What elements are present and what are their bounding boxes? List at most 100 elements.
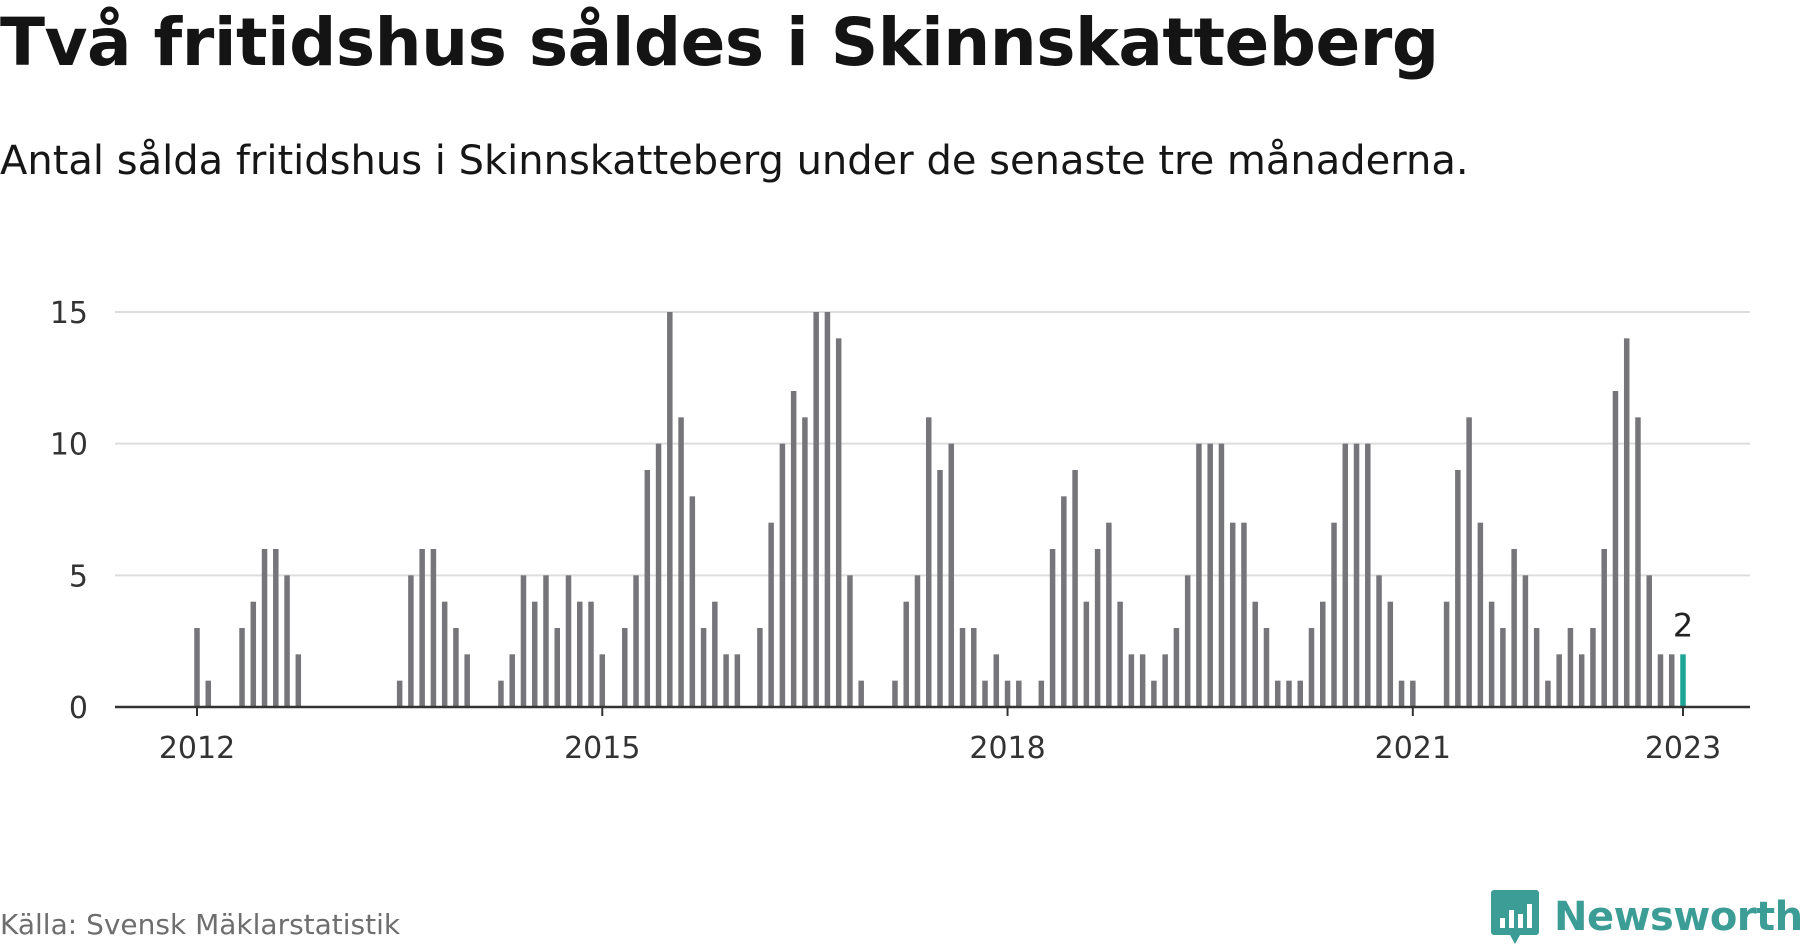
brand-logo: Newsworthy	[1490, 888, 1800, 946]
bar	[1151, 680, 1157, 707]
bar	[655, 443, 662, 707]
x-tick-label: 2021	[1375, 731, 1451, 766]
bar	[1049, 549, 1056, 707]
bar	[971, 628, 977, 707]
bar	[1061, 496, 1067, 707]
bar	[644, 470, 651, 707]
x-tick-label: 2012	[159, 731, 235, 766]
bar	[261, 549, 268, 707]
bar	[925, 417, 932, 707]
bar	[903, 601, 909, 707]
bar	[768, 522, 774, 707]
bar	[453, 628, 459, 707]
bar	[1274, 680, 1281, 707]
bar	[847, 575, 853, 707]
bar	[531, 601, 538, 707]
bar	[1488, 601, 1495, 707]
bar	[1038, 680, 1045, 707]
bar	[1545, 680, 1551, 707]
bar	[1410, 680, 1416, 707]
bar	[734, 654, 741, 707]
bar	[633, 575, 639, 707]
bar	[892, 680, 898, 707]
bar	[509, 654, 515, 707]
bar	[1128, 654, 1135, 707]
bar	[982, 680, 988, 707]
chart-subtitle: Antal sålda fritidshus i Skinnskatteberg…	[0, 138, 1469, 184]
bar	[599, 654, 606, 707]
bar	[1455, 470, 1461, 707]
bar	[1533, 628, 1540, 707]
bar	[396, 680, 403, 707]
bar	[1308, 628, 1315, 707]
bar	[498, 680, 504, 707]
bar	[1668, 654, 1675, 707]
bar	[1511, 549, 1517, 707]
bar	[914, 575, 921, 707]
bar	[1657, 654, 1664, 707]
bar	[1004, 680, 1011, 707]
bar	[1094, 549, 1101, 707]
bar	[757, 628, 763, 707]
bar	[1646, 575, 1652, 707]
bar	[1139, 654, 1146, 707]
bar	[1387, 601, 1394, 707]
bar	[1612, 391, 1619, 707]
x-tick-label: 2015	[564, 731, 640, 766]
bar	[1443, 601, 1450, 707]
y-tick-label: 0	[69, 691, 88, 726]
bar	[441, 601, 448, 707]
highlight-value-label: 2	[1673, 606, 1693, 644]
bar	[554, 628, 560, 707]
bar	[1207, 443, 1213, 707]
bar	[1556, 654, 1562, 707]
bar	[712, 601, 718, 707]
y-tick-label: 10	[50, 428, 88, 463]
bar	[239, 628, 245, 707]
bar	[284, 575, 290, 707]
bar	[1083, 601, 1090, 707]
bar	[1466, 417, 1472, 707]
bar	[1567, 628, 1574, 707]
bar	[824, 312, 831, 707]
bar	[1635, 417, 1641, 707]
bar	[464, 654, 470, 707]
bar	[1320, 601, 1326, 707]
bar	[205, 680, 212, 707]
bar	[1241, 522, 1247, 707]
bar	[1590, 628, 1596, 707]
bar	[1162, 654, 1168, 707]
bar	[937, 470, 943, 707]
chart-title: Två fritidshus såldes i Skinnskatteberg	[0, 4, 1439, 81]
newsworthy-chart-icon	[1491, 890, 1539, 944]
bar	[295, 654, 302, 707]
bar	[678, 417, 684, 707]
bar	[543, 575, 549, 707]
bar	[1500, 628, 1506, 707]
bar	[1578, 654, 1585, 707]
bar	[993, 654, 1000, 707]
bar	[1331, 522, 1337, 707]
bar	[1680, 654, 1686, 707]
bar	[273, 549, 279, 707]
bar	[813, 312, 819, 707]
bar	[1353, 443, 1360, 707]
bar	[194, 628, 200, 707]
bar	[1016, 680, 1022, 707]
bar	[1342, 443, 1349, 707]
bar	[520, 575, 527, 707]
bar	[1601, 549, 1607, 707]
bar	[419, 549, 425, 707]
bar	[408, 575, 414, 707]
bar	[1229, 522, 1236, 707]
y-tick-label: 15	[50, 296, 88, 331]
bar	[622, 628, 628, 707]
bar	[802, 417, 808, 707]
bar	[723, 654, 729, 707]
bar	[577, 601, 583, 707]
bar	[835, 338, 842, 707]
x-tick-label: 2023	[1645, 731, 1721, 766]
bar	[959, 628, 966, 707]
bar	[1263, 628, 1270, 707]
